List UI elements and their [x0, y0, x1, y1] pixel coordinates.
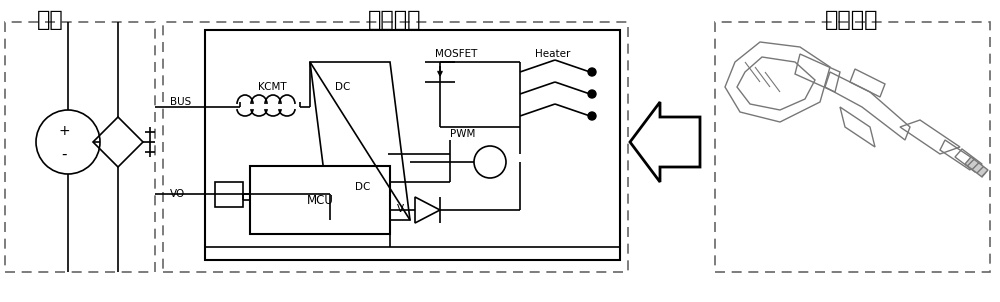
Text: MCU: MCU	[307, 194, 333, 207]
Bar	[205, 30, 620, 260]
Text: -: -	[61, 146, 67, 162]
Text: BUS: BUS	[170, 97, 191, 107]
Text: DC: DC	[335, 82, 350, 92]
Text: Heater: Heater	[535, 49, 570, 59]
Bar	[5, 22, 155, 272]
Text: 控制电路: 控制电路	[368, 10, 422, 30]
Text: 电源: 电源	[37, 10, 63, 30]
Bar	[250, 166, 390, 234]
Polygon shape	[965, 157, 988, 177]
Bar	[715, 22, 990, 272]
Bar	[215, 182, 243, 207]
Text: +: +	[58, 124, 70, 138]
Text: VO: VO	[170, 189, 185, 199]
Text: MOSFET: MOSFET	[435, 49, 477, 59]
Text: DC: DC	[355, 182, 370, 192]
Circle shape	[588, 112, 596, 120]
Bar	[163, 22, 628, 272]
Text: KCMT: KCMT	[258, 82, 286, 92]
Circle shape	[588, 90, 596, 98]
Text: PWM: PWM	[450, 129, 475, 139]
Circle shape	[588, 68, 596, 76]
Text: 刀身本体: 刀身本体	[825, 10, 879, 30]
Text: V: V	[396, 204, 404, 214]
